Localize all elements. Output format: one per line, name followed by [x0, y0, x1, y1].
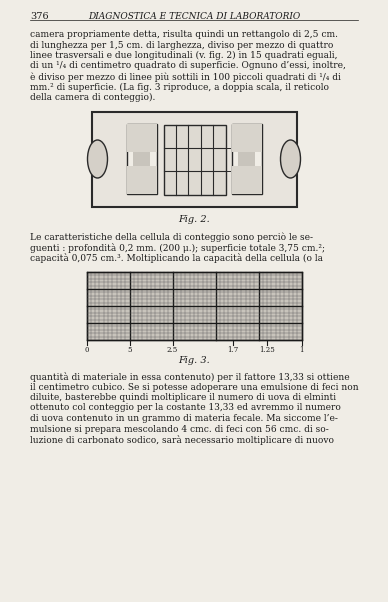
Text: ottenuto col conteggio per la costante 13,33 ed avremmo il numero: ottenuto col conteggio per la costante 1…	[30, 403, 341, 412]
Bar	[126, 124, 156, 194]
Text: linee trasversali e due longitudinali (v. fig. 2) in 15 quadrati eguali,: linee trasversali e due longitudinali (v…	[30, 51, 338, 60]
Text: Fig. 3.: Fig. 3.	[178, 356, 210, 365]
Text: di lunghezza per 1,5 cm. di larghezza, diviso per mezzo di quattro: di lunghezza per 1,5 cm. di larghezza, d…	[30, 40, 333, 49]
Text: di un ¹/₄ di centimetro quadrato di superficie. Ognuno d’essi, inoltre,: di un ¹/₄ di centimetro quadrato di supe…	[30, 61, 346, 70]
Text: 1.25: 1.25	[259, 346, 275, 354]
Text: Le caratteristiche della cellula di conteggio sono perciò le se-: Le caratteristiche della cellula di cont…	[30, 232, 313, 242]
Bar	[133, 152, 150, 166]
Text: 5: 5	[127, 346, 132, 354]
Text: DIAGNOSTICA E TECNICA DI LABORATORIO: DIAGNOSTICA E TECNICA DI LABORATORIO	[88, 12, 300, 21]
Text: mulsione si prepara mescolando 4 cmc. di feci con 56 cmc. di so-: mulsione si prepara mescolando 4 cmc. di…	[30, 424, 329, 433]
Bar	[232, 166, 262, 194]
Text: della camera di conteggio).: della camera di conteggio).	[30, 93, 155, 102]
Text: diluite, basterebbe quindi moltiplicare il numero di uova di elminti: diluite, basterebbe quindi moltiplicare …	[30, 393, 336, 402]
Bar	[126, 124, 156, 152]
Text: il centimetro cubico. Se si potesse adoperare una emulsione di feci non: il centimetro cubico. Se si potesse adop…	[30, 382, 359, 391]
Text: mm.² di superficie. (La fig. 3 riproduce, a doppia scala, il reticolo: mm.² di superficie. (La fig. 3 riproduce…	[30, 82, 329, 92]
Bar	[92, 111, 296, 206]
Bar	[87, 272, 301, 340]
Ellipse shape	[88, 140, 107, 178]
Text: capacità 0,075 cm.³. Moltiplicando la capacità della cellula (o la: capacità 0,075 cm.³. Moltiplicando la ca…	[30, 253, 323, 263]
Bar	[232, 124, 262, 194]
Ellipse shape	[281, 140, 300, 178]
Text: 1.7: 1.7	[227, 346, 238, 354]
Text: luzione di carbonato sodico, sarà necessario moltiplicare di nuovo: luzione di carbonato sodico, sarà necess…	[30, 435, 334, 445]
Bar	[126, 166, 156, 194]
Text: Fig. 2.: Fig. 2.	[178, 214, 210, 223]
Text: guenti : profondità 0,2 mm. (200 μ.); superficie totale 3,75 cm.²;: guenti : profondità 0,2 mm. (200 μ.); su…	[30, 243, 325, 253]
Text: 376: 376	[30, 12, 48, 21]
Text: è diviso per mezzo di linee più sottili in 100 piccoli quadrati di ¹/₄ di: è diviso per mezzo di linee più sottili …	[30, 72, 341, 81]
Text: di uova contenuto in un grammo di materia fecale. Ma siccome l’e-: di uova contenuto in un grammo di materi…	[30, 414, 338, 423]
Text: 2.5: 2.5	[167, 346, 178, 354]
Text: 1: 1	[299, 346, 304, 354]
Bar	[163, 125, 225, 194]
Bar	[238, 152, 255, 166]
Text: quantità di materiale in essa contenuto) per il fattore 13,33 si ottiene: quantità di materiale in essa contenuto)…	[30, 372, 350, 382]
Text: camera propriamente detta, risulta quindi un rettangolo di 2,5 cm.: camera propriamente detta, risulta quind…	[30, 30, 338, 39]
Bar	[232, 124, 262, 152]
Text: 0: 0	[84, 346, 89, 354]
